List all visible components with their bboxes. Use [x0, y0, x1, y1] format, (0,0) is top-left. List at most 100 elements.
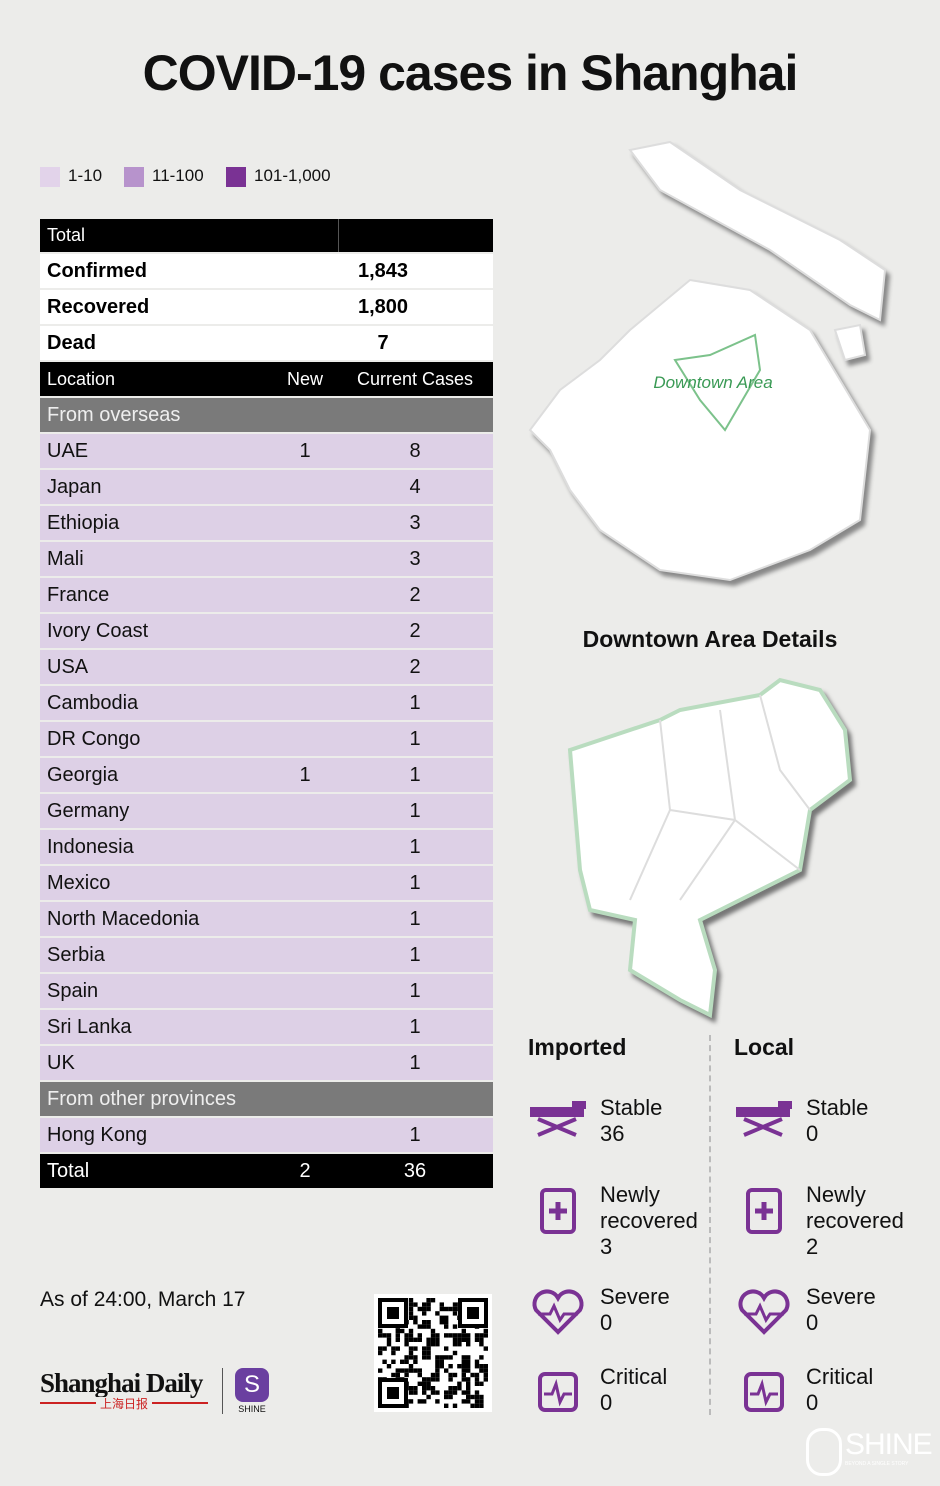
- cell: USA: [47, 656, 89, 678]
- table-row: Georgia 1 1: [40, 758, 493, 792]
- cell: Ivory Coast: [47, 620, 149, 642]
- cell: From other provinces: [47, 1088, 236, 1110]
- legend-swatch: [226, 167, 246, 187]
- cell: 2: [299, 1160, 311, 1182]
- legend-swatch: [124, 167, 144, 187]
- table-row: Germany 1: [40, 794, 493, 828]
- status-value: 3: [600, 1234, 613, 1259]
- cell: 2: [409, 656, 421, 678]
- header-split: [338, 219, 339, 252]
- legend-label: 1-10: [68, 166, 103, 185]
- cell: Total: [47, 225, 86, 245]
- table-row: Recovered 1,800: [40, 290, 493, 324]
- cell: DR Congo: [47, 728, 141, 750]
- cell: 1: [409, 836, 421, 858]
- cell: North Macedonia: [47, 908, 200, 930]
- cell: Hong Kong: [47, 1124, 148, 1146]
- cell: 1: [409, 1124, 421, 1146]
- brand-sep: [222, 1368, 223, 1414]
- status-value: 0: [806, 1310, 819, 1335]
- cell: Total: [47, 1160, 90, 1182]
- cell: Current Cases: [356, 369, 474, 389]
- status-icon: [528, 1368, 588, 1418]
- brand-line: 上海日报: [40, 1397, 208, 1422]
- cell: Indonesia: [47, 836, 134, 858]
- app-name: SHINE: [238, 1404, 266, 1414]
- cell: 2: [409, 584, 421, 606]
- status-label: Severe: [806, 1284, 876, 1309]
- cell: Germany: [47, 800, 130, 822]
- watermark-logo: [806, 1428, 842, 1476]
- cell: New: [286, 369, 323, 389]
- status-label: Newly recovered: [806, 1182, 904, 1233]
- table-row: Ivory Coast 2: [40, 614, 493, 648]
- table-row: Confirmed 1,843: [40, 254, 493, 288]
- table-row: UAE 1 8: [40, 434, 493, 468]
- cell: 8: [409, 440, 421, 462]
- table-row: USA 2: [40, 650, 493, 684]
- cell: 3: [409, 512, 421, 534]
- cell: 1: [299, 440, 311, 462]
- legend-label: 101-1,000: [254, 166, 331, 185]
- cell: 1: [409, 980, 421, 1002]
- app-logo: S: [235, 1368, 269, 1402]
- cell: Ethiopia: [47, 512, 120, 534]
- brand-chinese: 上海日报: [95, 1397, 152, 1411]
- cell: Location: [47, 369, 116, 389]
- status-icon: [734, 1186, 794, 1236]
- cell: 1: [409, 1052, 421, 1074]
- status-label: Critical: [600, 1364, 668, 1389]
- cell: 36: [403, 1160, 427, 1182]
- status-value: 0: [806, 1121, 819, 1146]
- table-row: Hong Kong 1: [40, 1118, 493, 1152]
- legend-swatch: [40, 167, 60, 187]
- table-row: Total 2 36: [40, 1154, 493, 1188]
- status-label: Critical: [806, 1364, 874, 1389]
- title: COVID-19 cases in Shanghai: [142, 45, 799, 101]
- status-value: 0: [806, 1390, 819, 1415]
- table-row: Dead 7: [40, 326, 493, 360]
- cell: France: [47, 584, 110, 606]
- table-row: France 2: [40, 578, 493, 612]
- status-title: Local: [734, 1034, 795, 1060]
- details-title: Downtown Area Details: [582, 626, 838, 652]
- cell: 1,800: [357, 296, 409, 318]
- status-label: Newly recovered: [600, 1182, 698, 1233]
- status-title: Imported: [528, 1034, 627, 1060]
- cell: 1,843: [357, 260, 409, 282]
- cell: 1: [409, 872, 421, 894]
- status-value: 36: [600, 1121, 625, 1146]
- cell: 3: [409, 548, 421, 570]
- table-row: Serbia 1: [40, 938, 493, 972]
- status-value: 0: [600, 1390, 613, 1415]
- cell: Georgia: [47, 764, 119, 786]
- cell: Cambodia: [47, 692, 139, 714]
- cell: 1: [409, 692, 421, 714]
- cell: Sri Lanka: [47, 1016, 132, 1038]
- table-row: From other provinces: [40, 1082, 493, 1116]
- qr-code: [374, 1294, 492, 1412]
- cell: 1: [409, 908, 421, 930]
- status-label: Severe: [600, 1284, 670, 1309]
- table-row: Total: [40, 219, 493, 252]
- status-value: 2: [806, 1234, 819, 1259]
- cell: Mexico: [47, 872, 111, 894]
- date: As of 24:00, March 17: [40, 1288, 246, 1311]
- cell: 1: [299, 764, 311, 786]
- downtown-map: [567, 677, 853, 1019]
- table-row: Sri Lanka 1: [40, 1010, 493, 1044]
- table-row: Indonesia 1: [40, 830, 493, 864]
- cell: 2: [409, 620, 421, 642]
- cell: Confirmed: [47, 260, 147, 282]
- status-icon: [528, 1186, 588, 1236]
- status-icon: [528, 1099, 588, 1149]
- status-icon: [734, 1288, 794, 1338]
- cell: 1: [409, 800, 421, 822]
- brand-name: Shanghai Daily: [40, 1368, 203, 1398]
- table-row: Japan 4: [40, 470, 493, 504]
- cell: UK: [47, 1052, 75, 1074]
- status-icon: [734, 1368, 794, 1418]
- status-icon: [528, 1288, 588, 1338]
- status-value: 0: [600, 1310, 613, 1335]
- cell: Serbia: [47, 944, 105, 966]
